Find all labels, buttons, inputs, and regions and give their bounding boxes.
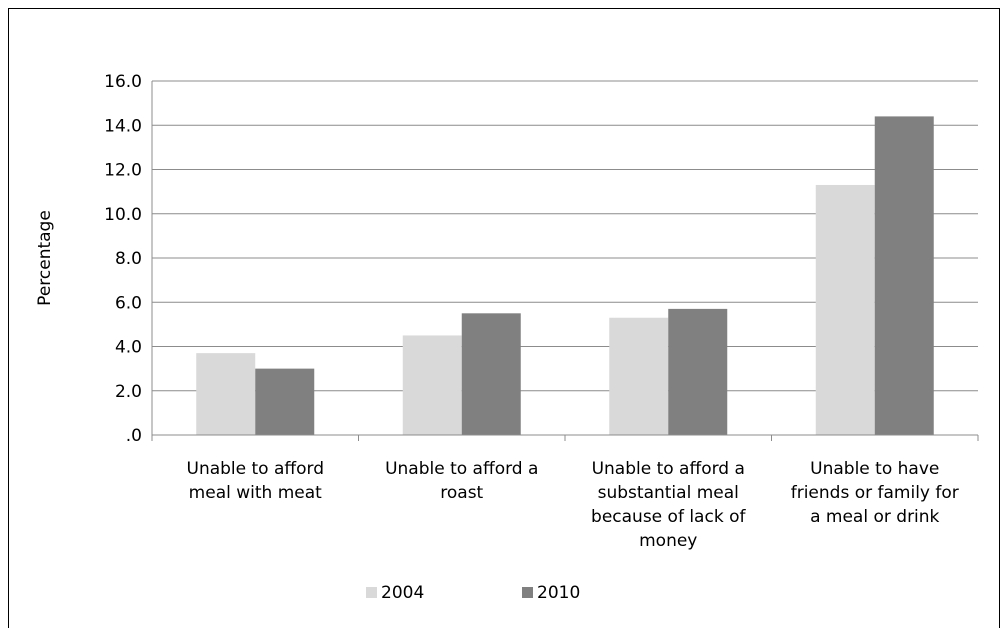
- y-axis-title: Percentage: [35, 210, 55, 306]
- legend-label-2010: 2010: [537, 583, 580, 603]
- legend-swatch-2010: [522, 587, 533, 598]
- bar-2010: [461, 313, 521, 435]
- x-category-label-line: friends or family for: [791, 483, 959, 503]
- x-category-label: Unable to afford meal with meat: [187, 459, 325, 503]
- bar-2004: [196, 353, 256, 435]
- x-category-label-line: Unable to afford a: [385, 459, 538, 479]
- y-tick-label: .0: [126, 426, 142, 446]
- x-category-label-line: Unable to afford: [187, 459, 325, 479]
- y-tick-label: 10.0: [104, 205, 142, 225]
- x-category-label-line: Unable to afford a: [592, 459, 745, 479]
- x-category-label: Unable to have friends or family for a mea…: [791, 459, 959, 527]
- y-tick-label: 16.0: [104, 72, 142, 92]
- bar-2010: [255, 368, 315, 435]
- x-category-label-line: a meal or drink: [810, 507, 939, 527]
- y-tick-label: 8.0: [115, 249, 142, 269]
- bar-2010: [668, 308, 728, 435]
- bar-2004: [815, 184, 875, 435]
- x-category-label-line: money: [639, 531, 697, 551]
- chart-frame: [8, 8, 1000, 628]
- bar-2004: [609, 317, 669, 435]
- x-category-label-line: because of lack of: [591, 507, 746, 527]
- legend-label-2004: 2004: [381, 583, 424, 603]
- y-tick-label: 2.0: [115, 382, 142, 402]
- x-category-label-line: meal with meat: [189, 483, 322, 503]
- bar-2010: [874, 116, 934, 436]
- y-tick-label: 6.0: [115, 293, 142, 313]
- legend-swatch-2004: [366, 587, 377, 598]
- x-category-label-line: Unable to have: [810, 459, 939, 479]
- y-tick-label: 14.0: [104, 116, 142, 136]
- x-category-label-line: substantial meal: [598, 483, 739, 503]
- bar-2004: [402, 335, 462, 435]
- x-category-label: Unable to afford a roast: [385, 459, 538, 503]
- x-category-label-line: roast: [440, 483, 483, 503]
- y-tick-label: 12.0: [104, 161, 142, 181]
- y-tick-label: 4.0: [115, 338, 142, 358]
- x-category-label: Unable to afford a substantial meal becaus…: [591, 459, 746, 551]
